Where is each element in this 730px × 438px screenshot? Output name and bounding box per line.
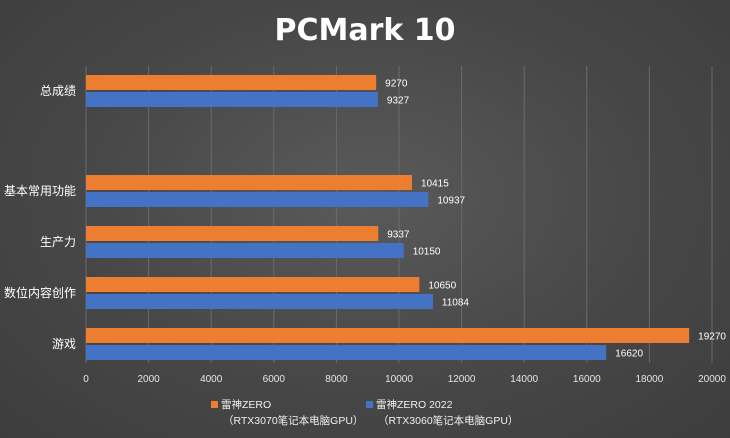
gridlines xyxy=(85,66,713,363)
data-label: 10150 xyxy=(413,247,441,258)
x-tick-label: 10000 xyxy=(385,374,413,385)
bar xyxy=(86,226,379,241)
data-label: 9327 xyxy=(387,96,410,107)
x-tick-label: 4000 xyxy=(200,374,223,385)
x-tick-label: 0 xyxy=(83,374,89,385)
legend-swatch xyxy=(366,401,373,408)
category-label: 基本常用功能 xyxy=(4,184,76,198)
x-tick-label: 14000 xyxy=(510,374,538,385)
category-label: 游戏 xyxy=(52,337,76,351)
bar xyxy=(86,192,429,207)
x-tick-label: 16000 xyxy=(573,374,601,385)
legend-sublabel: （RTX3060笔记本电脑GPU） xyxy=(378,414,518,427)
bar xyxy=(86,75,377,90)
bar xyxy=(86,243,404,258)
data-label: 16620 xyxy=(615,349,643,360)
legend: 雷神ZERO （RTX3070笔记本电脑GPU） 雷神ZERO 2022 （RTX30… xyxy=(211,398,518,427)
data-label: 9337 xyxy=(387,230,410,241)
data-label: 19270 xyxy=(698,332,726,343)
legend-swatch xyxy=(211,401,218,408)
data-label: 10650 xyxy=(428,281,456,292)
data-label: 10415 xyxy=(421,179,449,190)
category-label: 数位内容创作 xyxy=(4,285,76,300)
x-tick-label: 2000 xyxy=(137,374,160,385)
bars xyxy=(86,75,690,360)
category-label: 总成绩 xyxy=(40,84,76,98)
data-label: 10937 xyxy=(437,196,465,207)
bar xyxy=(86,328,690,343)
bar xyxy=(86,277,420,292)
legend-sublabel: （RTX3070笔记本电脑GPU） xyxy=(223,414,363,427)
chart-title: PCMark 10 xyxy=(274,13,455,48)
data-label: 9270 xyxy=(385,79,408,90)
legend-label: 雷神ZERO 2022 xyxy=(376,398,453,411)
bar xyxy=(86,294,433,309)
x-tick-label: 20000 xyxy=(698,374,726,385)
category-label: 生产力 xyxy=(40,235,76,249)
data-label: 11084 xyxy=(442,298,470,309)
bar xyxy=(86,345,607,360)
x-tick-label: 6000 xyxy=(263,374,286,385)
x-axis-ticks: 0 2000 4000 6000 8000 10000 12000 14000 16000 180… xyxy=(83,374,726,385)
x-tick-label: 12000 xyxy=(448,374,476,385)
x-tick-label: 18000 xyxy=(635,374,663,385)
legend-label: 雷神ZERO xyxy=(221,398,271,411)
x-tick-label: 8000 xyxy=(325,374,348,385)
bar xyxy=(86,92,378,107)
bar xyxy=(86,175,412,190)
